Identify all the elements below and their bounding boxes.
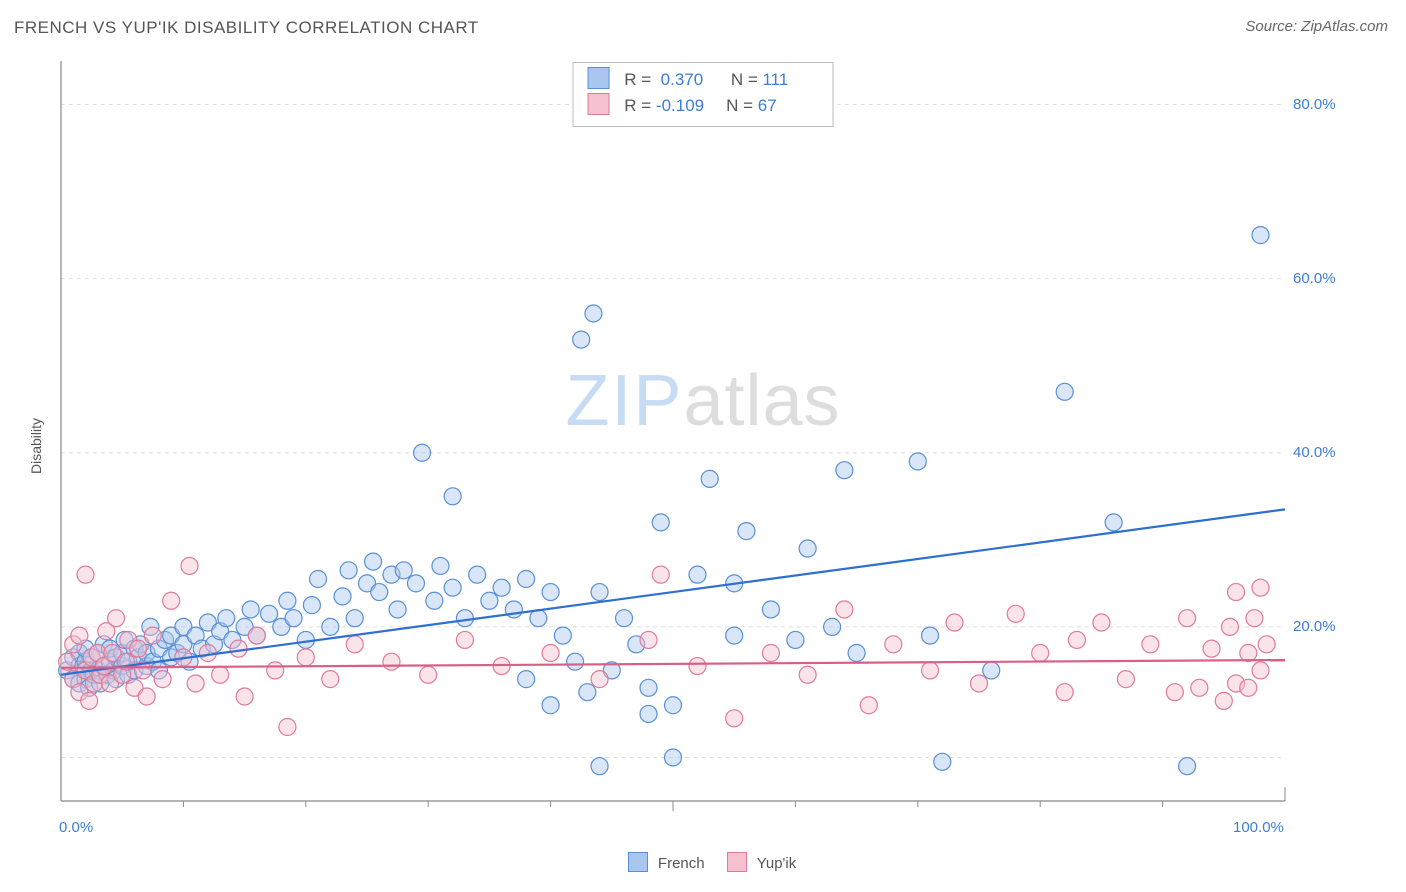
swatch-french xyxy=(588,67,610,89)
r-label: R = xyxy=(624,96,656,115)
source-name: ZipAtlas.com xyxy=(1301,18,1388,35)
legend-swatch-yupik xyxy=(727,852,747,872)
n-label: N = xyxy=(731,70,763,89)
x-tick-label: 100.0% xyxy=(1233,819,1284,836)
r-value-yupik: -0.109 xyxy=(656,93,712,119)
y-tick-label: 40.0% xyxy=(1293,444,1336,461)
n-label: N = xyxy=(726,96,758,115)
x-tick-label: 0.0% xyxy=(59,819,93,836)
source-attribution: Source: ZipAtlas.com xyxy=(1245,18,1388,35)
chart-container: FRENCH VS YUP'IK DISABILITY CORRELATION … xyxy=(0,0,1406,892)
y-axis-label: Disability xyxy=(28,418,44,474)
swatch-yupik xyxy=(588,93,610,115)
source-prefix: Source: xyxy=(1245,18,1301,35)
plot-area xyxy=(55,55,1345,815)
scatter-svg xyxy=(55,55,1345,815)
legend-swatch-french xyxy=(628,852,648,872)
stats-row-french: R = 0.370 N = 111 xyxy=(588,67,819,93)
y-tick-label: 80.0% xyxy=(1293,96,1336,113)
y-tick-label: 60.0% xyxy=(1293,270,1336,287)
stats-row-yupik: R = -0.109 N = 67 xyxy=(588,93,819,119)
n-value-yupik: 67 xyxy=(758,93,814,119)
r-label: R = xyxy=(624,70,656,89)
legend-label-yupik: Yup'ik xyxy=(757,855,797,872)
chart-title: FRENCH VS YUP'IK DISABILITY CORRELATION … xyxy=(14,18,479,38)
stats-legend: R = 0.370 N = 111 R = -0.109 N = 67 xyxy=(573,62,834,127)
r-value-french: 0.370 xyxy=(661,67,717,93)
series-legend: French Yup'ik xyxy=(0,852,1406,872)
legend-label-french: French xyxy=(658,855,705,872)
y-tick-label: 20.0% xyxy=(1293,618,1336,635)
n-value-french: 111 xyxy=(762,67,818,93)
